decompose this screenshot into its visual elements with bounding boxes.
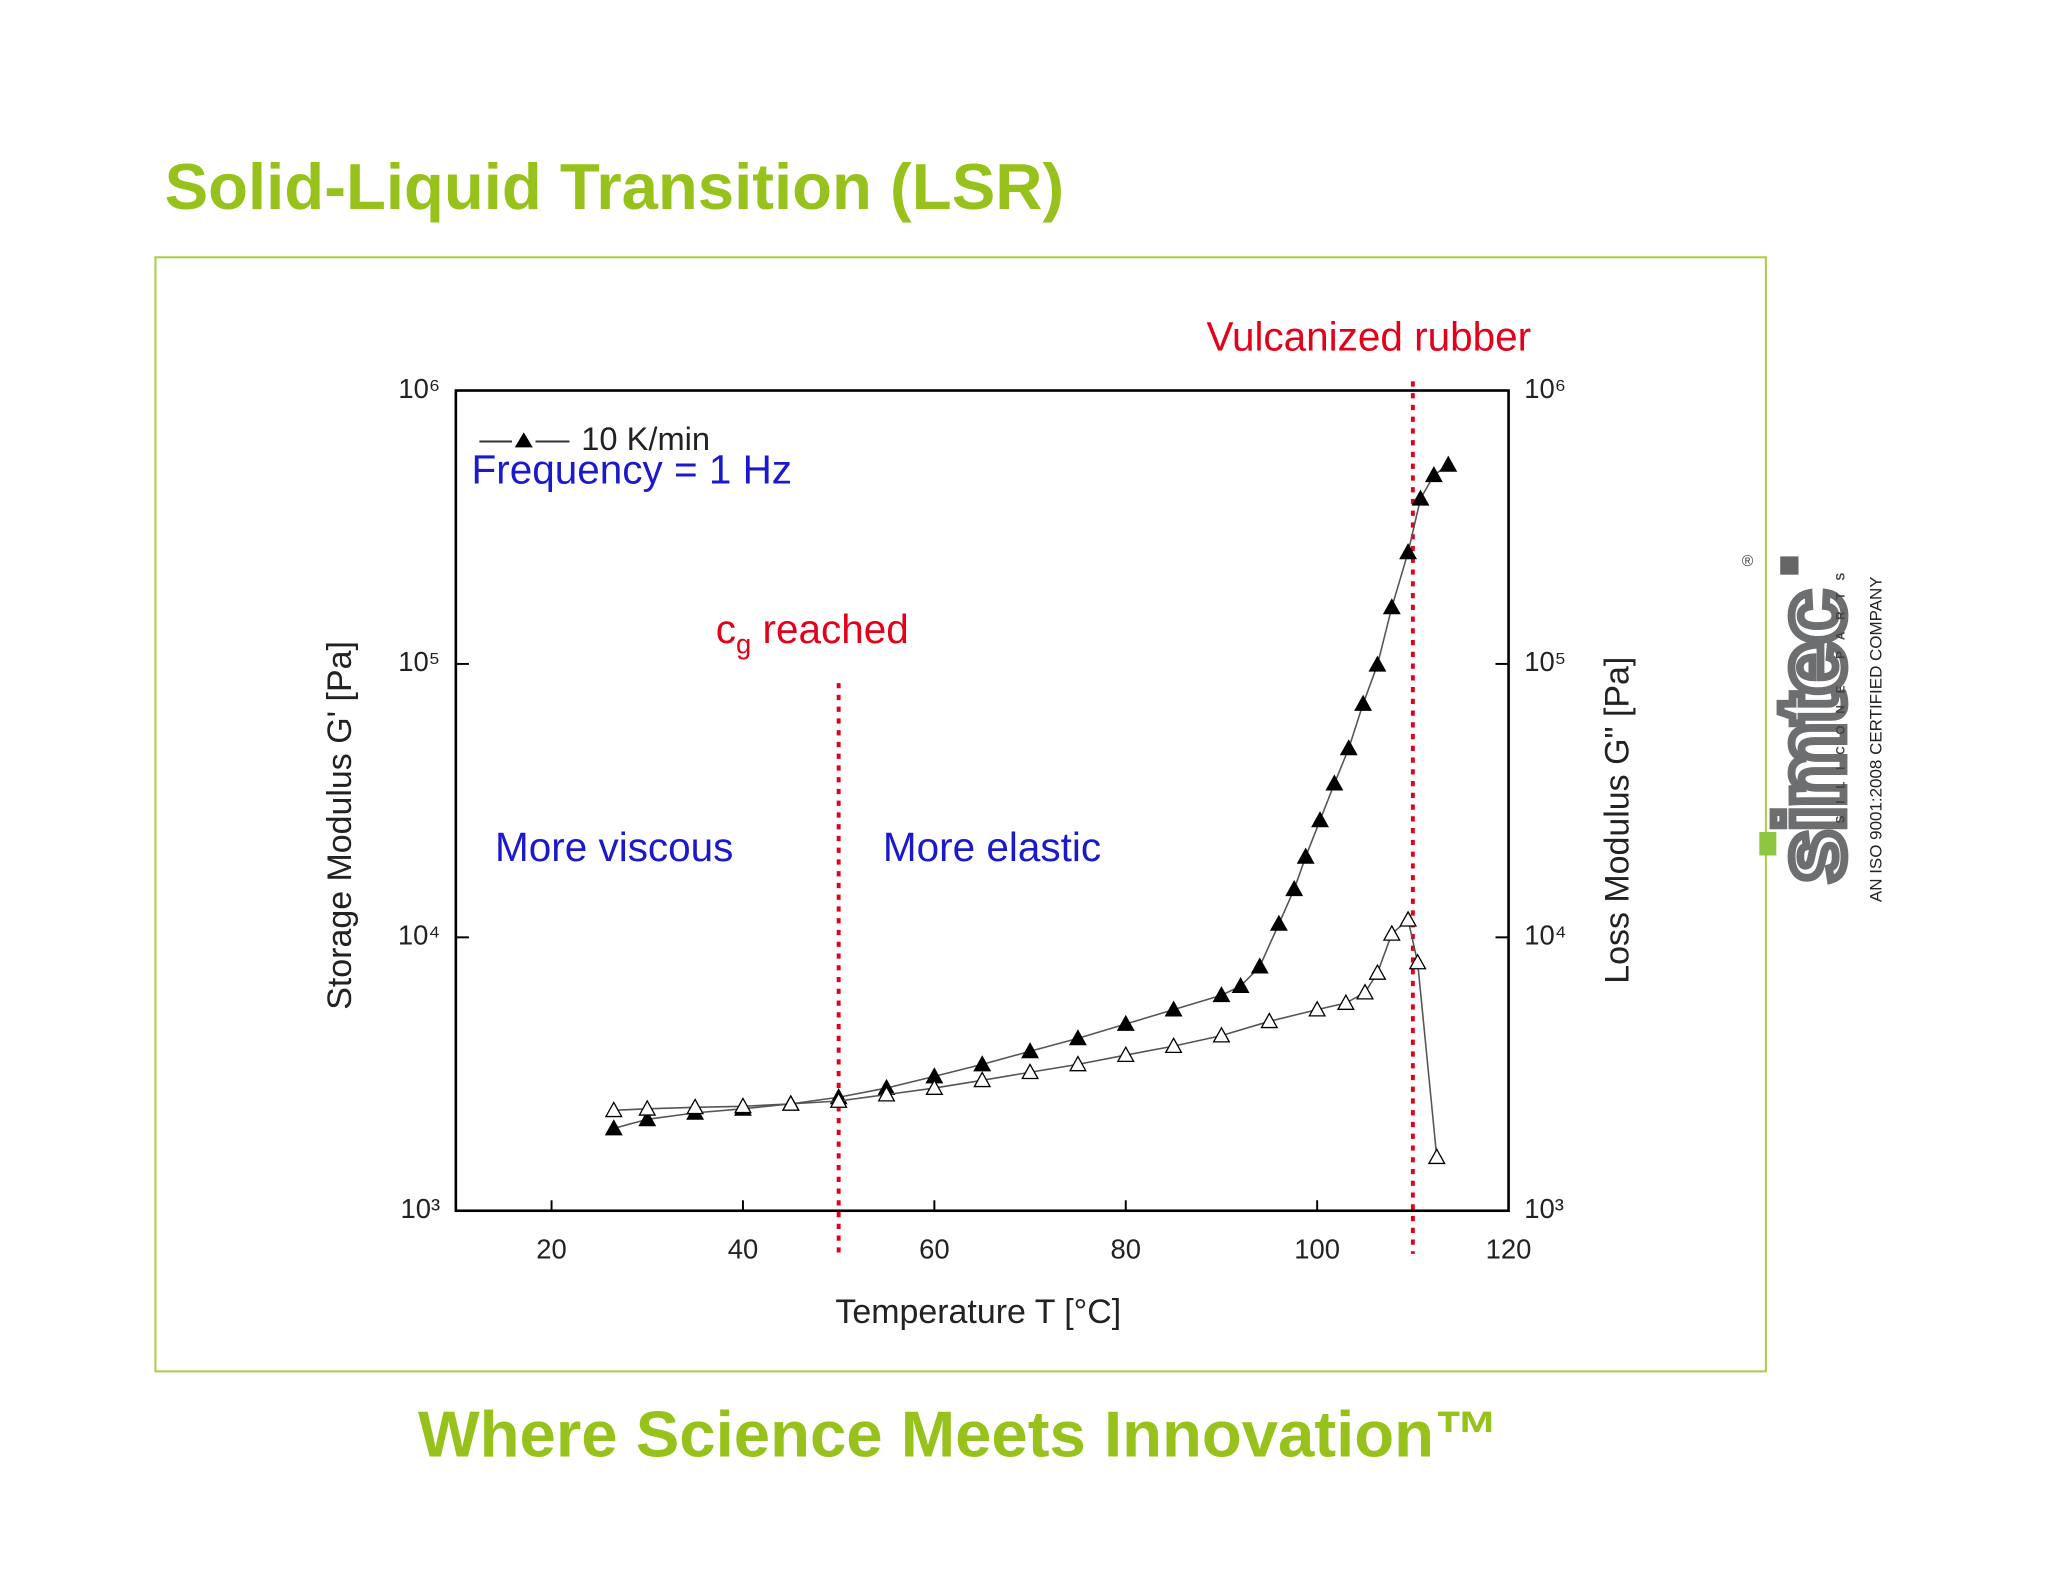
data-point <box>1424 466 1443 483</box>
data-point <box>1308 1000 1327 1017</box>
data-point <box>1356 983 1374 1000</box>
legend-label: 10 K/min <box>581 420 710 457</box>
chart: 20 40 60 80 100 120 10³ 10⁴ 10⁵ 10⁶ 10³ 10⁴ 10⁵ 10⁶ Te… <box>321 313 1636 1331</box>
data-point <box>1408 953 1427 970</box>
annotation: Frequency = 1 Hz <box>472 446 793 492</box>
x-tick-label: 120 <box>1486 1233 1532 1264</box>
data-point <box>604 1119 623 1136</box>
data-point <box>1021 1063 1040 1080</box>
logo-name: simtec <box>1758 593 1865 884</box>
data-point <box>1336 993 1355 1010</box>
y-tick-label: 10⁵ <box>398 646 440 677</box>
data-point <box>1260 1012 1279 1029</box>
data-point <box>781 1094 800 1111</box>
x-tick-label: 60 <box>919 1233 949 1264</box>
logo-square <box>1780 556 1799 575</box>
data-point <box>638 1110 657 1127</box>
x-tick-label: 100 <box>1294 1233 1340 1264</box>
annotation-part: g <box>736 629 751 660</box>
slide-title: Solid-Liquid Transition (LSR) <box>165 150 1065 223</box>
data-point <box>1164 1036 1183 1054</box>
logo: simtec SILICONE PARTS AN ISO 9001:2008 C… <box>1742 553 1886 902</box>
data-point <box>973 1055 992 1072</box>
logo-registered: ® <box>1742 553 1754 570</box>
data-point <box>1068 1029 1087 1046</box>
x-tick-label: 80 <box>1111 1233 1141 1264</box>
legend-marker <box>514 432 533 448</box>
x-tick-label: 40 <box>728 1233 758 1264</box>
annotation-part: c <box>716 606 736 652</box>
data-point <box>1269 914 1288 931</box>
data-point <box>1250 957 1269 974</box>
data-point <box>973 1071 992 1088</box>
series-line <box>613 918 1438 1158</box>
y2-axis-title: Loss Modulus G" [Pa] <box>1599 657 1637 984</box>
data-point <box>734 1097 752 1114</box>
annotation: More viscous <box>495 824 733 870</box>
plot-area <box>454 389 1510 1213</box>
x-tick-label: 20 <box>536 1233 566 1264</box>
logo-certification: AN ISO 9001:2008 CERTIFIED COMPANY <box>1866 576 1885 902</box>
data-point <box>925 1078 944 1095</box>
data-point <box>1339 739 1358 756</box>
data-point <box>1212 1026 1231 1043</box>
data-point <box>1382 598 1401 615</box>
data-point <box>1399 910 1418 927</box>
data-point <box>604 1101 623 1118</box>
y2-tick-label: 10⁴ <box>1524 920 1566 951</box>
data-point <box>1311 811 1329 828</box>
data-point <box>1231 976 1250 994</box>
data-point <box>1212 986 1231 1003</box>
data-point <box>1411 489 1430 506</box>
data-point <box>1296 847 1315 864</box>
data-point <box>1439 455 1458 472</box>
y-tick-label: 10⁴ <box>398 920 440 951</box>
annotation: More elastic <box>883 824 1101 870</box>
data-point <box>1068 1055 1087 1072</box>
annotation: cg reached <box>716 606 909 660</box>
data-point <box>1368 963 1387 980</box>
data-point <box>686 1098 705 1115</box>
y2-tick-label: 10⁶ <box>1524 373 1566 404</box>
data-point <box>1285 880 1304 897</box>
chart-frame <box>154 256 1767 1373</box>
annotation-part: reached <box>751 606 909 652</box>
data-point <box>1382 924 1401 941</box>
logo-tagline: SILICONE PARTS <box>1835 561 1848 823</box>
y-tick-label: 10³ <box>401 1193 441 1224</box>
data-point <box>638 1099 657 1116</box>
data-point <box>1164 1000 1183 1017</box>
data-point <box>1325 774 1344 791</box>
data-point <box>1021 1042 1040 1059</box>
logo-dot <box>1759 831 1777 856</box>
annotation: Vulcanized rubber <box>1206 313 1531 359</box>
y-tick-label: 10⁶ <box>398 373 440 404</box>
y2-tick-label: 10⁵ <box>1524 646 1566 677</box>
data-point <box>1116 1045 1135 1062</box>
data-point <box>829 1091 848 1108</box>
x-axis-title: Temperature T [°C] <box>835 1293 1121 1331</box>
y2-tick-label: 10³ <box>1524 1193 1564 1224</box>
data-point <box>1399 543 1418 560</box>
data-point <box>1427 1148 1446 1165</box>
series-line <box>613 464 1449 1130</box>
data-point <box>1354 694 1373 711</box>
data-point <box>1368 655 1387 672</box>
data-point <box>877 1085 896 1102</box>
y-axis-title: Storage Modulus G' [Pa] <box>321 641 359 1010</box>
slide-footer: Where Science Meets Innovation™ <box>418 1398 1499 1471</box>
data-point <box>1116 1014 1135 1031</box>
